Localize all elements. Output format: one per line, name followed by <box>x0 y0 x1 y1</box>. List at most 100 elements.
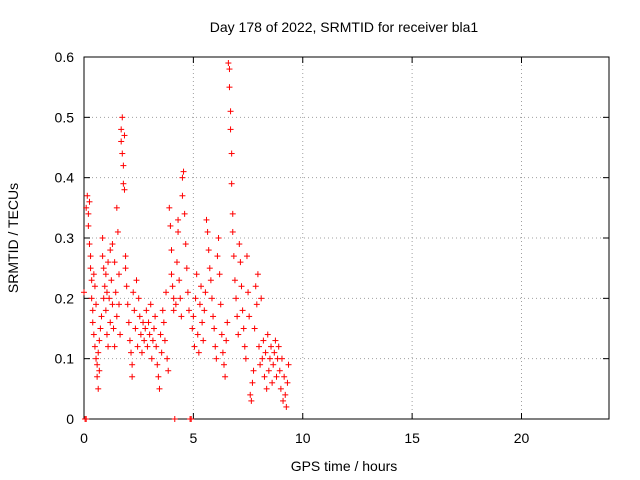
data-point <box>105 343 112 350</box>
data-point <box>126 337 133 344</box>
data-point <box>151 325 157 332</box>
data-point <box>261 373 268 380</box>
data-point <box>246 313 253 320</box>
data-point <box>206 265 213 272</box>
data-point <box>113 313 120 320</box>
y-tick-label: 0 <box>66 411 74 427</box>
data-point <box>88 295 95 302</box>
y-tick-label: 0.6 <box>55 49 75 65</box>
data-point <box>161 337 168 344</box>
data-point <box>116 301 122 308</box>
data-point <box>268 343 275 350</box>
data-point <box>129 373 136 380</box>
data-point <box>153 343 160 350</box>
data-point <box>86 198 93 205</box>
data-point <box>99 235 106 241</box>
data-point <box>85 222 92 229</box>
data-point <box>226 84 233 91</box>
data-point <box>147 301 154 308</box>
data-point <box>109 301 116 308</box>
data-point <box>128 349 135 356</box>
data-points <box>81 60 292 422</box>
data-point <box>103 331 110 338</box>
data-point <box>136 313 143 320</box>
data-point <box>108 277 115 284</box>
data-point <box>140 319 147 326</box>
data-point <box>190 313 197 320</box>
data-point <box>134 343 141 350</box>
data-point <box>98 313 105 320</box>
data-point <box>283 403 290 410</box>
data-point <box>214 253 221 260</box>
x-tick-label: 5 <box>189 430 197 446</box>
data-point <box>169 283 176 290</box>
data-point <box>138 349 145 356</box>
data-point <box>271 349 278 356</box>
data-point <box>94 361 101 368</box>
data-point <box>154 361 161 368</box>
data-point <box>95 385 102 392</box>
data-point <box>175 216 182 223</box>
x-tick-label: 20 <box>514 430 530 446</box>
data-point <box>245 289 252 296</box>
data-point <box>120 162 127 169</box>
data-point <box>176 277 183 284</box>
data-point <box>183 265 190 272</box>
data-point <box>201 307 208 314</box>
data-point <box>83 416 90 422</box>
data-point <box>217 301 224 308</box>
data-point <box>107 247 114 254</box>
data-point <box>200 337 207 344</box>
data-point <box>222 373 229 380</box>
data-point <box>242 355 249 362</box>
data-point <box>273 373 280 380</box>
data-point <box>158 349 165 356</box>
data-point <box>285 361 292 368</box>
data-point <box>270 361 277 368</box>
data-point <box>85 210 92 217</box>
y-tick-label: 0.1 <box>55 351 75 367</box>
data-point <box>221 361 227 368</box>
data-point <box>204 228 211 235</box>
data-point <box>132 325 139 332</box>
data-point <box>191 343 198 350</box>
data-point <box>141 337 148 344</box>
data-point <box>227 108 234 115</box>
data-point <box>243 253 250 260</box>
data-point <box>257 361 264 368</box>
data-point <box>111 343 118 350</box>
data-point <box>170 295 177 302</box>
data-point <box>229 228 236 235</box>
data-point <box>96 337 103 344</box>
data-point <box>123 283 130 290</box>
data-point <box>83 204 90 211</box>
data-point <box>189 325 196 332</box>
data-point <box>237 259 244 266</box>
data-point <box>110 325 117 332</box>
data-point <box>182 241 189 248</box>
data-point <box>144 343 151 350</box>
data-point <box>119 150 126 157</box>
data-point <box>249 379 256 386</box>
data-point <box>266 355 273 362</box>
data-point <box>188 416 195 422</box>
data-point <box>282 391 289 398</box>
data-point <box>94 373 101 380</box>
data-point <box>216 271 223 278</box>
data-point <box>225 60 232 67</box>
data-point <box>171 416 178 422</box>
data-point <box>239 307 246 314</box>
data-point <box>100 295 107 302</box>
y-tick-label: 0.3 <box>55 230 75 246</box>
data-point <box>175 228 182 235</box>
data-point <box>226 66 233 73</box>
data-point <box>122 253 129 260</box>
data-point <box>205 247 212 254</box>
data-point <box>89 307 96 314</box>
x-tick-label: 10 <box>295 430 311 446</box>
y-tick-label: 0.2 <box>55 290 75 306</box>
data-point <box>248 397 255 404</box>
data-point <box>210 313 217 320</box>
y-tick-label: 0.4 <box>55 170 75 186</box>
data-point <box>156 385 163 392</box>
